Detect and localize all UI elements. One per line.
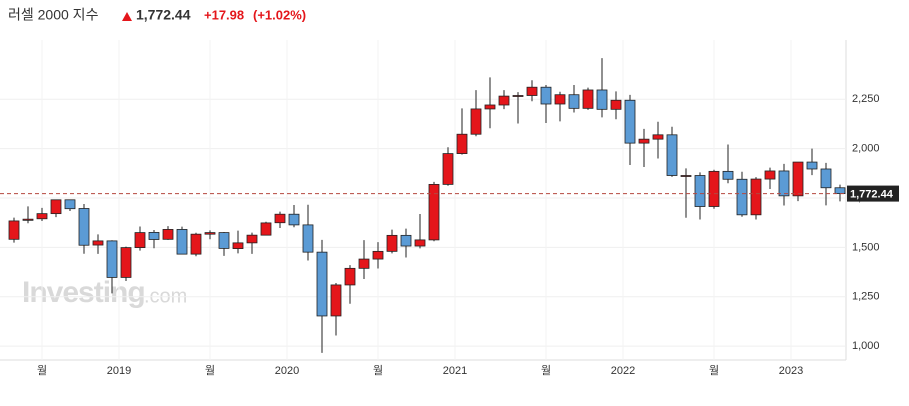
x-tick-label: 2022: [611, 365, 635, 377]
x-tick-label: 2019: [107, 365, 131, 377]
candle-body: [610, 99, 622, 110]
x-tick-label: 2023: [779, 365, 803, 377]
candle-body: [302, 224, 314, 253]
x-tick-label: 2021: [443, 365, 467, 377]
change-pct: (+1.02%): [253, 7, 306, 22]
candle-body: [596, 89, 608, 110]
candle-body: [442, 153, 454, 185]
x-tick-label: 월: [709, 364, 719, 377]
candle-body: [246, 234, 258, 244]
candle-body: [638, 138, 650, 144]
candle-body: [64, 199, 76, 210]
y-tick-label: 2,000: [852, 143, 880, 155]
candle-body: [330, 284, 342, 317]
change: +17.98: [204, 7, 244, 22]
candle-body: [344, 267, 356, 286]
candle-body: [512, 95, 524, 97]
candle-body: [204, 232, 216, 235]
candle-body: [778, 170, 790, 197]
candle-body: [120, 247, 132, 278]
candle-body: [568, 94, 580, 109]
y-tick-label: 2,250: [852, 93, 880, 105]
candle-body: [666, 134, 678, 176]
candle-body: [554, 94, 566, 105]
candle-body: [722, 170, 734, 180]
candle-body: [148, 231, 160, 240]
up-arrow: [122, 12, 132, 21]
candle-body: [386, 234, 398, 252]
candle-body: [456, 133, 468, 154]
candle-body: [218, 232, 230, 249]
candle-body: [232, 242, 244, 249]
watermark-brand: Investing: [22, 276, 145, 309]
x-tick-label: 월: [37, 364, 47, 377]
price: 1,772.44: [136, 7, 191, 23]
candle-body: [624, 99, 636, 144]
candle-body: [176, 229, 188, 255]
candle-body: [414, 239, 426, 247]
candle-body: [736, 178, 748, 216]
candle-body: [78, 208, 90, 246]
price-label: 1,772.44: [850, 188, 894, 200]
watermark-suffix: .com: [144, 285, 187, 307]
candle-body: [428, 183, 440, 241]
candle-body: [358, 258, 370, 269]
candle-body: [260, 222, 272, 236]
price-label-box: [847, 185, 899, 202]
candle-body: [400, 234, 412, 247]
x-tick-label: 월: [541, 364, 551, 377]
candle-body: [792, 161, 804, 197]
candle-body: [190, 233, 202, 255]
candle-body: [22, 218, 34, 221]
candle-body: [708, 170, 720, 207]
candle-body: [470, 108, 482, 135]
candle-body: [36, 213, 48, 220]
candle-body: [8, 220, 20, 240]
candle-body: [806, 161, 818, 170]
candle-body: [750, 178, 762, 216]
y-tick-label: 1,500: [852, 241, 880, 253]
candle-body: [498, 95, 510, 106]
y-tick-label: 1,000: [852, 340, 880, 352]
x-tick-label: 월: [373, 364, 383, 377]
candle-body: [316, 251, 328, 317]
candle-body: [820, 168, 832, 189]
title: 러셀 2000 지수: [8, 7, 99, 23]
candle-body: [372, 250, 384, 260]
candle-body: [526, 86, 538, 96]
candle-body: [680, 175, 692, 177]
candle-body: [274, 213, 286, 224]
candle-body: [288, 213, 300, 226]
candle-body: [582, 89, 594, 109]
header: 러셀 2000 지수 1,772.44 +17.98 (+1.02%): [8, 7, 306, 23]
candle-body: [652, 134, 664, 140]
x-tick-label: 월: [205, 364, 215, 377]
candle-body: [106, 240, 118, 278]
candle-body: [834, 187, 846, 194]
candle-body: [134, 232, 146, 249]
x-tick-label: 2020: [275, 365, 299, 377]
candle-body: [540, 86, 552, 105]
candle-body: [694, 175, 706, 207]
candle-body: [484, 104, 496, 110]
candle-body: [92, 240, 104, 246]
candle-body: [50, 199, 62, 215]
candle-body: [162, 229, 174, 240]
candle-body: [764, 170, 776, 180]
y-tick-label: 1,250: [852, 291, 880, 303]
